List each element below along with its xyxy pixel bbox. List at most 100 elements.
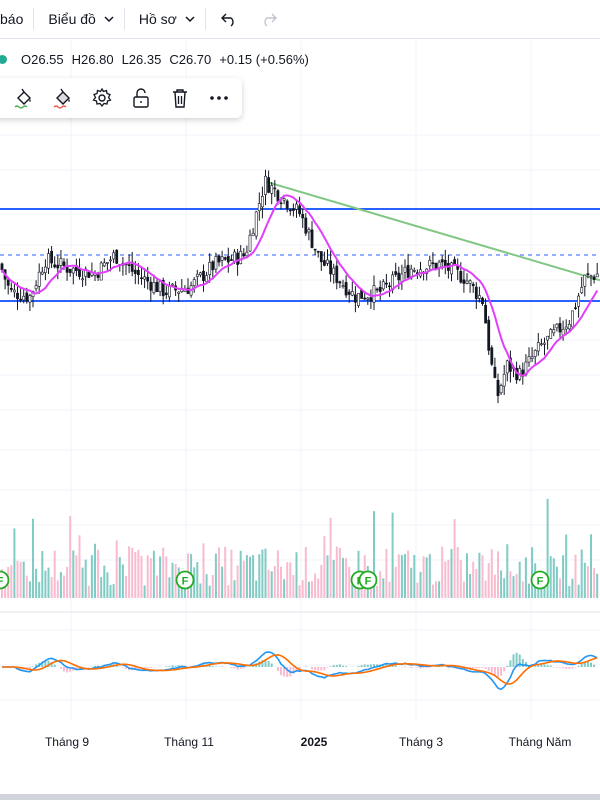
macd-histogram-bar [546, 665, 549, 667]
candle-body [477, 295, 481, 299]
volume-bar [211, 575, 214, 598]
macd-histogram-bar [555, 667, 558, 668]
undo-button[interactable] [206, 0, 252, 38]
ohlc-high: H26.80 [71, 51, 114, 67]
volume-bar [81, 567, 84, 598]
volume-bar [72, 550, 75, 598]
volume-bar [131, 547, 134, 598]
candle-body [164, 292, 168, 295]
volume-bar [295, 552, 298, 598]
line-color-button[interactable] [4, 81, 43, 115]
redo-button[interactable] [252, 0, 286, 38]
volume-bar [103, 565, 106, 598]
candle-body [586, 273, 590, 275]
macd-histogram-bar [298, 667, 301, 669]
candle-body [443, 259, 447, 267]
candle-body [412, 270, 416, 272]
report-menu-label: báo [0, 11, 24, 27]
volume-bar [394, 566, 397, 598]
candle-body [574, 307, 577, 309]
volume-bar [56, 580, 59, 598]
macd-histogram-bar [518, 654, 521, 667]
lock-button[interactable] [121, 81, 160, 115]
candle-body [592, 276, 596, 280]
macd-histogram-bar [506, 665, 509, 667]
candle-body [484, 304, 488, 324]
macd-histogram-bar [270, 663, 273, 667]
profile-menu-button[interactable]: Hồ sơ [125, 0, 205, 38]
candle-body [56, 264, 60, 269]
chart-menu-button[interactable]: Biểu đồ [34, 0, 123, 38]
x-axis-tick-label: Tháng 11 [164, 735, 214, 749]
candle-body [589, 275, 593, 278]
macd-histogram-bar [211, 666, 214, 667]
dividend-marker-label: F [537, 576, 544, 588]
macd-histogram-bar [540, 663, 543, 667]
macd-histogram-bar [565, 667, 568, 669]
candle-body [332, 267, 336, 275]
more-options-button[interactable] [199, 81, 238, 115]
volume-bar [342, 557, 344, 598]
volume-bar [456, 546, 459, 598]
volume-bar [311, 581, 313, 598]
volume-bar [298, 585, 301, 598]
macd-histogram-bar [497, 667, 499, 678]
candle-body [115, 249, 119, 264]
macd-histogram-bar [478, 667, 481, 669]
volume-bar [10, 565, 13, 598]
volume-bar [35, 568, 38, 598]
volume-bar [531, 547, 534, 598]
candle-body [19, 298, 23, 301]
dividend-marker [358, 570, 378, 590]
macd-histogram-bar [571, 667, 574, 669]
candle-body [595, 273, 599, 278]
candle-body [16, 292, 19, 300]
macd-histogram-bar [280, 667, 282, 676]
candle-body [211, 261, 215, 271]
candle-body [344, 282, 348, 296]
settings-button[interactable] [82, 81, 121, 115]
volume-bar [276, 550, 279, 598]
candle-body [505, 360, 509, 374]
volume-bar [329, 517, 332, 598]
macd-histogram-bar [239, 667, 242, 669]
fill-color-button[interactable] [43, 81, 82, 115]
macd-histogram-bar [50, 662, 53, 667]
candle-body [291, 208, 295, 211]
macd-histogram-bar [97, 665, 100, 667]
volume-bar [134, 552, 137, 598]
macd-histogram-bar [357, 666, 360, 667]
bottom-scrollbar[interactable] [0, 794, 600, 800]
volume-bar [447, 559, 450, 598]
report-menu[interactable]: báo [0, 0, 33, 38]
volume-bar [596, 573, 599, 598]
candle-body [220, 256, 224, 261]
candle-body [242, 253, 246, 257]
macd-histogram-bar [230, 667, 233, 669]
ohlc-change: +0.15 (+0.56%) [219, 51, 309, 67]
candle-body [536, 342, 540, 352]
volume-bar [478, 552, 481, 598]
volume-bar [388, 581, 391, 598]
volume-bar [50, 576, 53, 598]
macd-histogram-bar [586, 661, 589, 667]
volume-bar [326, 555, 329, 598]
candle-body [25, 292, 29, 302]
candle-body [322, 260, 326, 266]
candle-body [177, 291, 181, 294]
volume-bar [280, 566, 282, 598]
volume-bar [69, 516, 72, 598]
volume-bar [565, 534, 568, 598]
candle-body [217, 255, 221, 263]
volume-bar [267, 569, 270, 598]
candle-body [127, 264, 131, 266]
volume-bar [583, 562, 586, 598]
delete-button[interactable] [160, 81, 199, 115]
candle-body [295, 203, 298, 210]
macd-histogram-bar [363, 664, 366, 667]
macd-histogram-bar [509, 660, 512, 667]
volume-bar [255, 580, 258, 598]
macd-histogram-bar [503, 667, 506, 672]
candle-body [171, 283, 174, 286]
